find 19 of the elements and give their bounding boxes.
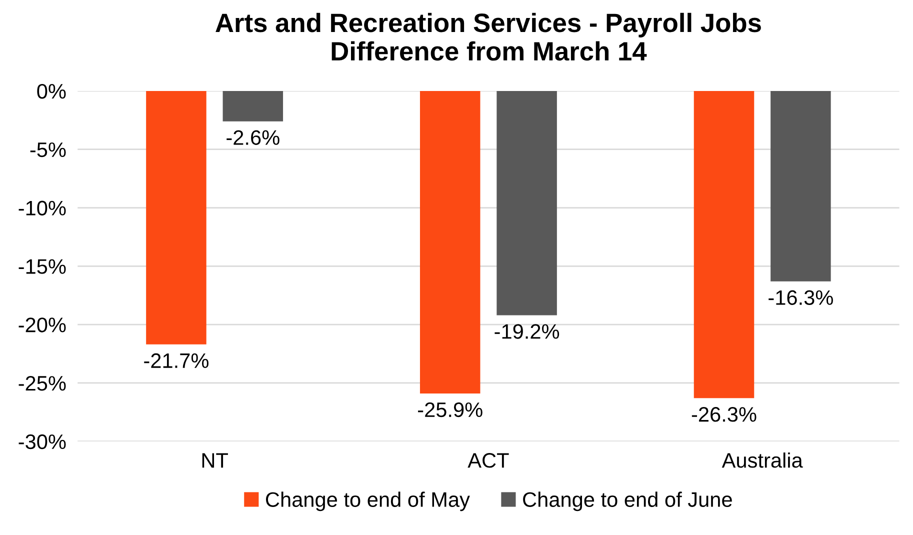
y-tick-label: -10% — [18, 200, 66, 216]
legend-label: Change to end of June — [523, 492, 732, 512]
x-tick-label: ACT — [468, 453, 509, 468]
x-tick-label: Australia — [722, 452, 803, 468]
data-label: -2.6% — [226, 130, 280, 145]
data-label: -26.3% — [692, 407, 756, 422]
chart-title: Arts and Recreation Services - Payroll Jobs Difference from March 14 — [216, 12, 761, 61]
y-tick-label: -25% — [18, 376, 66, 391]
x-tick-label: NT — [202, 453, 228, 468]
y-tick-label: -5% — [30, 142, 66, 158]
y-tick-label: -15% — [18, 259, 66, 274]
y-tick-label: -20% — [18, 318, 66, 332]
y-tick-label: 0% — [37, 84, 66, 99]
y-tick-label: -30% — [18, 434, 66, 450]
legend-label: Change to end of May — [266, 492, 470, 512]
data-label: -16.3% — [768, 290, 833, 305]
data-label: -19.2% — [494, 324, 560, 339]
data-label: -21.7% — [144, 353, 208, 368]
data-label: -25.9% — [418, 402, 482, 418]
